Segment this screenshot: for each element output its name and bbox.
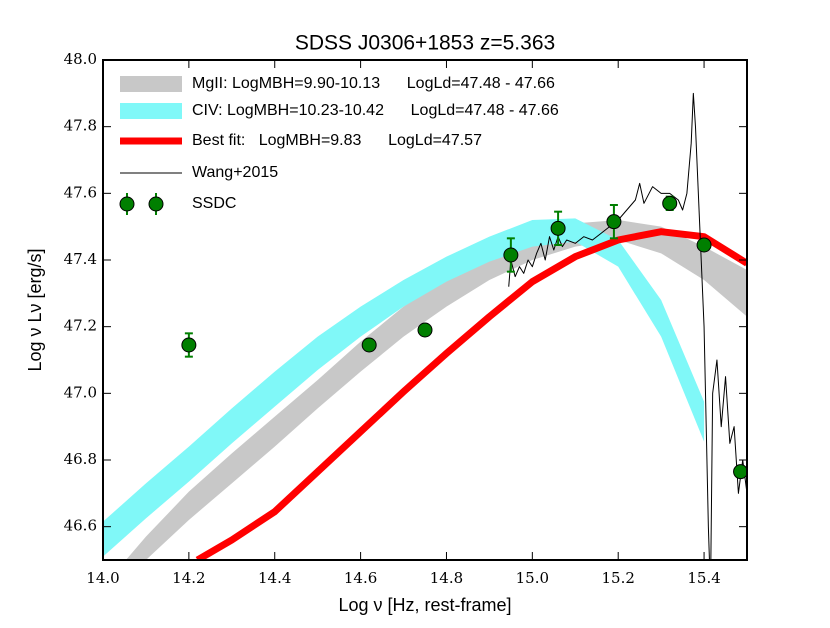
data-point bbox=[417, 322, 433, 338]
x-tick-label: 14.8 bbox=[430, 569, 463, 587]
y-tick-label: 47.0 bbox=[64, 383, 97, 401]
legend-label: Wang+2015 bbox=[192, 164, 278, 181]
legend-label: MgII: LogMBH=9.90-10.13 LogLd=47.48 - 47… bbox=[192, 75, 555, 92]
data-point bbox=[733, 464, 747, 480]
x-tick-label: 15.4 bbox=[687, 569, 720, 587]
data-line bbox=[195, 228, 747, 560]
legend-label: Best fit: LogMBH=9.83 LogLd=47.57 bbox=[192, 132, 482, 149]
y-tick-label: 48.0 bbox=[64, 50, 97, 68]
y-tick-label: 46.8 bbox=[64, 450, 97, 468]
data-point bbox=[696, 237, 712, 253]
data-point bbox=[606, 214, 622, 230]
data-line bbox=[508, 92, 747, 560]
x-tick-label: 14.0 bbox=[86, 569, 119, 587]
data-point bbox=[662, 195, 678, 211]
legend-swatch bbox=[119, 196, 135, 212]
y-tick-label: 47.4 bbox=[64, 250, 97, 268]
axes-frame bbox=[102, 59, 748, 561]
data-point bbox=[503, 247, 519, 263]
data-point bbox=[181, 337, 197, 353]
y-tick-label: 46.6 bbox=[64, 517, 97, 535]
x-tick-label: 15.0 bbox=[516, 569, 549, 587]
y-tick-label: 47.2 bbox=[64, 317, 97, 335]
x-tick-label: 14.6 bbox=[344, 569, 377, 587]
legend-label: CIV: LogMBH=10.23-10.42 LogLd=47.48 - 47… bbox=[192, 102, 559, 119]
x-tick-label: 14.2 bbox=[172, 569, 205, 587]
legend-swatch bbox=[148, 196, 164, 212]
legend-swatch bbox=[120, 76, 182, 92]
legend-swatch bbox=[120, 103, 182, 119]
axes: 14.0 14.2 14.4 14.6 14.8 15.0 15.2 15.4 46.6 46.8… bbox=[64, 50, 747, 587]
legend-label: SSDC bbox=[192, 195, 236, 212]
y-tick-label: 47.8 bbox=[64, 117, 97, 135]
model-band bbox=[103, 218, 705, 557]
y-axis-label: Log ν Lν [erg/s] bbox=[25, 248, 45, 371]
x-tick-label: 14.4 bbox=[258, 569, 291, 587]
plot-area bbox=[103, 92, 747, 560]
data-point bbox=[550, 220, 566, 236]
legend: MgII: LogMBH=9.90-10.13 LogLd=47.48 - 47… bbox=[119, 75, 559, 215]
chart-title: SDSS J0306+1853 z=5.363 bbox=[295, 32, 555, 55]
x-tick-label: 15.2 bbox=[601, 569, 634, 587]
x-axis-label: Log ν [Hz, rest-frame] bbox=[338, 595, 511, 615]
y-tick-label: 47.6 bbox=[64, 183, 97, 201]
model-band bbox=[125, 220, 747, 560]
data-point bbox=[361, 337, 377, 353]
